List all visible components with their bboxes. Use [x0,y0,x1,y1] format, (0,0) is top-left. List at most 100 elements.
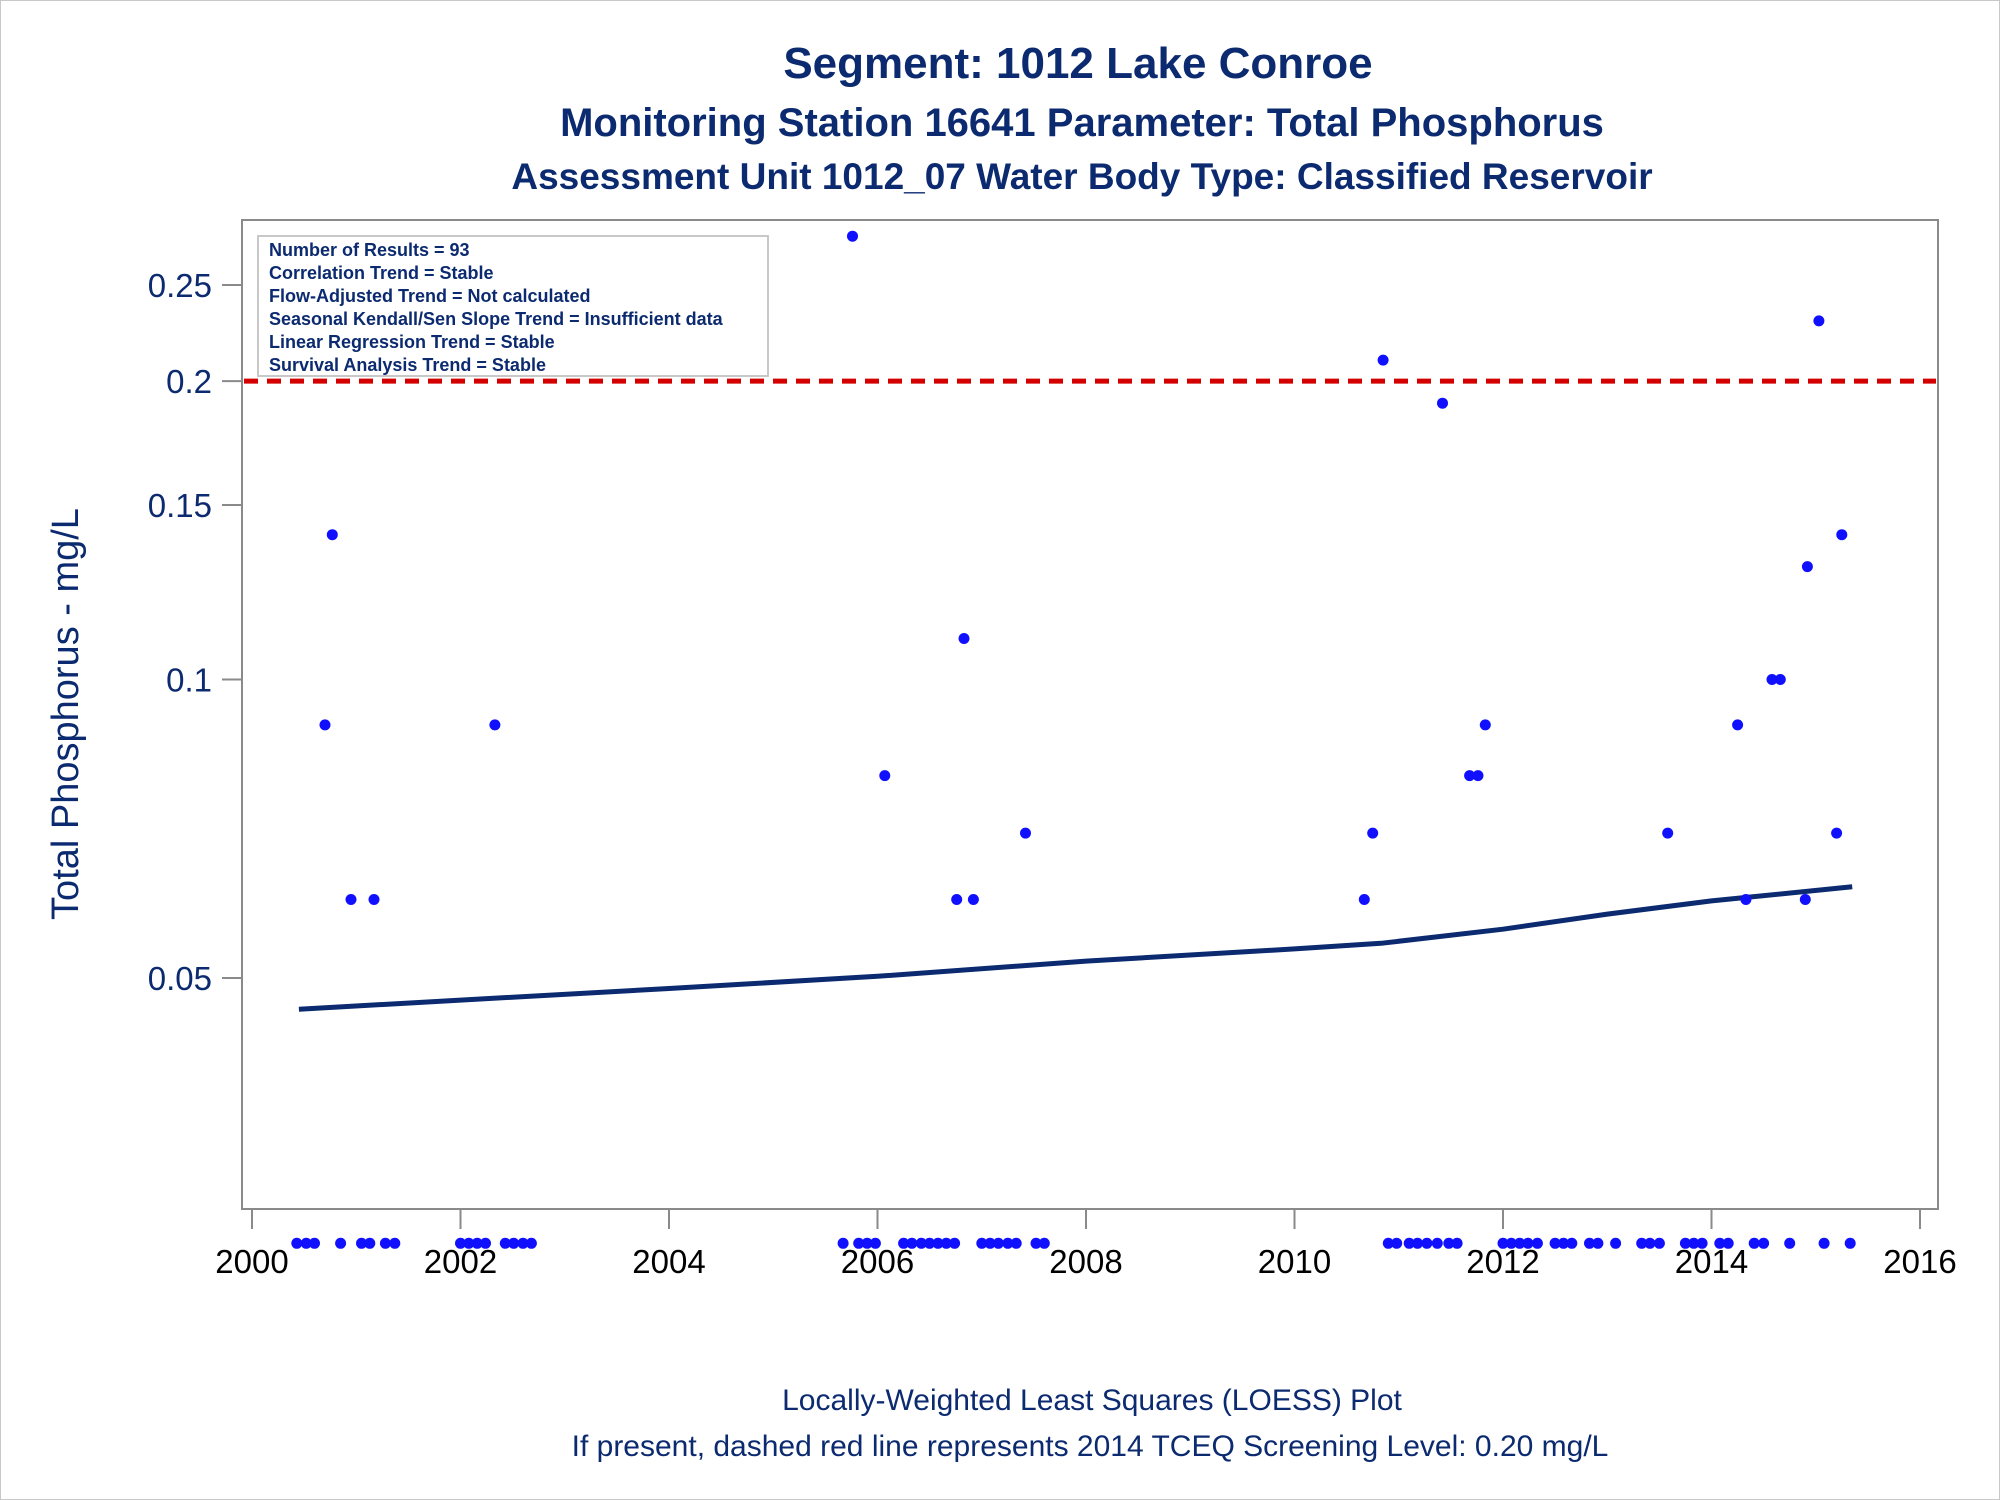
data-point [1010,1237,1022,1249]
data-point [525,1237,537,1249]
x-tick-label: 2004 [632,1243,705,1280]
data-point [958,633,970,644]
data-point [951,894,963,905]
data-point [1784,1237,1796,1249]
data-point [1497,1237,1509,1249]
data-point [1610,1237,1622,1249]
data-point [984,1237,996,1249]
data-point [1514,1237,1526,1249]
data-point [309,1237,320,1249]
data-point [1443,1237,1455,1249]
data-point [1836,529,1848,541]
data-point [1531,1237,1543,1249]
stats-box: Number of Results = 93 Correlation Trend … [257,235,769,377]
stats-line: Correlation Trend = Stable [269,263,494,283]
data-point [1644,1237,1656,1249]
data-point [1412,1237,1423,1249]
data-point [1377,354,1389,366]
data-point [861,1237,873,1249]
x-axis: 2000 2002 2004 2006 2008 2010 2012 2014 2016 [215,1209,1957,1280]
data-point [898,1237,910,1249]
x-tick-label: 2006 [841,1243,914,1280]
data-point [1766,674,1778,685]
data-point [879,770,891,782]
x-tick-label: 2000 [215,1243,288,1280]
footnote-loess: Locally-Weighted Least Squares (LOESS) P… [782,1384,1402,1417]
data-point [1758,1237,1770,1249]
data-point [1818,1237,1830,1249]
data-point [489,719,501,731]
x-tick-label: 2014 [1675,1243,1748,1280]
stats-line: Seasonal Kendall/Sen Slope Trend = Insuf… [269,309,724,329]
data-point [379,1237,391,1249]
data-point [1421,1237,1433,1249]
data-point [940,1237,952,1249]
y-tick-label: 0.05 [148,960,212,997]
data-point [1566,1237,1578,1249]
data-point [499,1237,511,1249]
data-point [1505,1237,1517,1249]
data-point [1748,1237,1760,1249]
data-point [356,1237,367,1249]
data-point [1774,674,1786,685]
data-point [335,1237,347,1249]
stats-line: Number of Results = 93 [269,240,470,260]
data-point [869,1237,881,1249]
data-point [1020,827,1031,839]
data-point [1558,1237,1569,1249]
data-point [1549,1237,1561,1249]
data-point [1592,1237,1604,1249]
chart-subtitle: Monitoring Station 16641 Parameter: Tota… [560,101,1604,145]
data-point [1801,561,1813,573]
y-tick-label: 0.25 [148,267,212,304]
x-tick-label: 2016 [1883,1243,1956,1280]
data-point [1653,1237,1665,1249]
data-point [1584,1237,1595,1249]
stats-box-border [257,235,769,377]
data-point [389,1237,401,1249]
data-point [1382,1237,1394,1249]
data-point [967,894,979,905]
data-point [345,894,357,905]
data-point [364,1237,376,1249]
data-point [1451,1237,1463,1249]
data-point [1696,1237,1708,1249]
data-point [1813,315,1825,327]
data-point [508,1237,520,1249]
data-point [992,1237,1004,1249]
data-point [455,1237,466,1249]
data-point [1831,827,1843,839]
data-points [291,230,1856,1249]
data-point [924,1237,936,1249]
data-point [1464,770,1476,782]
data-point [976,1237,988,1249]
data-point [1431,1237,1443,1249]
data-point [1722,1237,1734,1249]
data-point [326,529,338,541]
data-point [1472,770,1484,782]
data-point [463,1237,475,1249]
y-tick-label: 0.1 [166,662,212,699]
x-tick-label: 2012 [1466,1243,1539,1280]
data-point [1636,1237,1648,1249]
data-point [1367,827,1379,839]
data-point [1002,1237,1014,1249]
chart-title: Segment: 1012 Lake Conroe [783,39,1372,88]
data-point [517,1237,529,1249]
data-point [1679,1237,1691,1249]
y-axis-label: Total Phosphorus - mg/L [45,508,87,920]
data-point [291,1237,303,1249]
data-point [368,894,380,905]
data-point [1030,1237,1042,1249]
data-point [1714,1237,1726,1249]
data-point [1391,1237,1403,1249]
data-point [949,1237,961,1249]
stats-line: Survival Analysis Trend = Stable [269,355,546,375]
loess-line [298,884,1853,1012]
data-point [932,1237,944,1249]
data-point [1358,894,1370,905]
data-point [300,1237,312,1249]
data-point [1403,1237,1415,1249]
data-point [847,230,858,242]
